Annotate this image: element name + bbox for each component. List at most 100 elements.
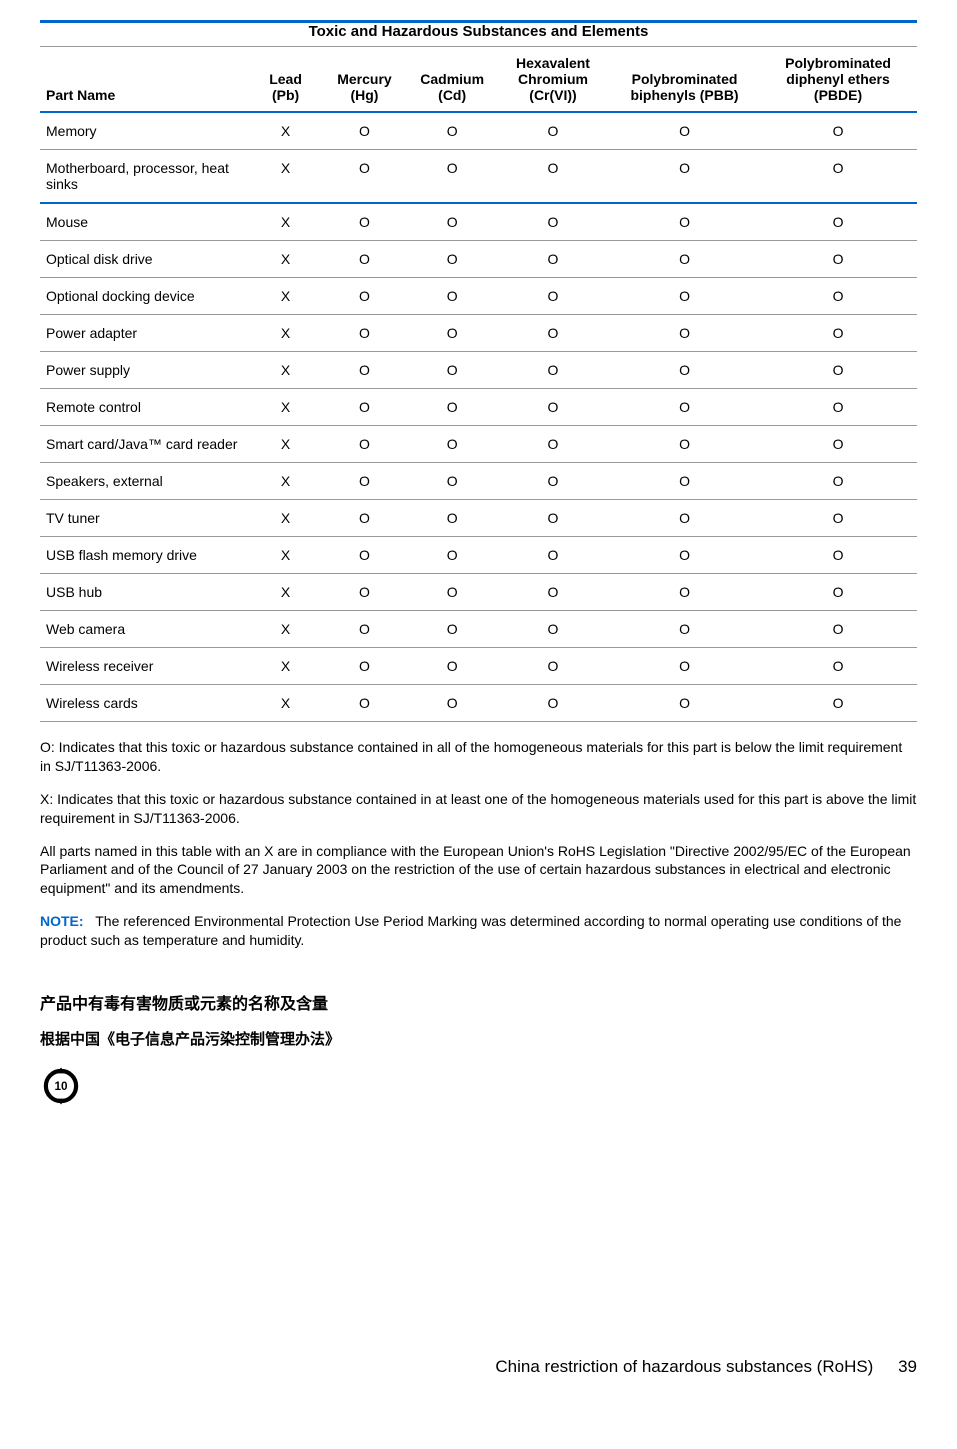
part-name-cell: Web camera [40, 611, 250, 648]
value-cell: O [321, 648, 409, 685]
value-cell: O [759, 352, 917, 389]
value-cell: O [610, 685, 759, 722]
table-row: Smart card/Java™ card readerXOOOOO [40, 426, 917, 463]
part-name-cell: Mouse [40, 203, 250, 241]
table-title: Toxic and Hazardous Substances and Eleme… [40, 20, 917, 46]
value-cell: O [759, 611, 917, 648]
value-cell: O [496, 150, 610, 204]
value-cell: O [610, 352, 759, 389]
value-cell: X [250, 112, 320, 150]
value-cell: O [610, 315, 759, 352]
value-cell: O [610, 112, 759, 150]
table-row: Power adapterXOOOOO [40, 315, 917, 352]
note-text: The referenced Environmental Protection … [40, 913, 901, 948]
value-cell: O [408, 574, 496, 611]
value-cell: O [408, 648, 496, 685]
table-row: TV tunerXOOOOO [40, 500, 917, 537]
value-cell: O [610, 574, 759, 611]
footnote-compliance: All parts named in this table with an X … [40, 842, 917, 899]
value-cell: O [408, 315, 496, 352]
part-name-cell: Power adapter [40, 315, 250, 352]
col-header: Polybrominated biphenyls (PBB) [610, 47, 759, 113]
value-cell: X [250, 537, 320, 574]
value-cell: O [610, 150, 759, 204]
value-cell: O [610, 537, 759, 574]
value-cell: O [408, 112, 496, 150]
footnotes: O: Indicates that this toxic or hazardou… [40, 738, 917, 950]
value-cell: O [408, 241, 496, 278]
value-cell: O [610, 463, 759, 500]
table-row: USB hubXOOOOO [40, 574, 917, 611]
value-cell: O [496, 203, 610, 241]
table-row: Optional docking deviceXOOOOO [40, 278, 917, 315]
value-cell: O [321, 537, 409, 574]
value-cell: X [250, 648, 320, 685]
part-name-cell: Smart card/Java™ card reader [40, 426, 250, 463]
value-cell: O [496, 112, 610, 150]
value-cell: O [759, 426, 917, 463]
value-cell: X [250, 278, 320, 315]
value-cell: O [408, 685, 496, 722]
value-cell: O [408, 426, 496, 463]
value-cell: X [250, 315, 320, 352]
value-cell: O [321, 112, 409, 150]
part-name-cell: USB hub [40, 574, 250, 611]
value-cell: O [610, 426, 759, 463]
part-name-cell: Optional docking device [40, 278, 250, 315]
value-cell: O [496, 278, 610, 315]
value-cell: O [408, 278, 496, 315]
col-header: Part Name [40, 47, 250, 113]
footer-section: China restriction of hazardous substance… [495, 1357, 873, 1376]
value-cell: O [759, 203, 917, 241]
value-cell: X [250, 352, 320, 389]
value-cell: O [321, 203, 409, 241]
value-cell: X [250, 150, 320, 204]
value-cell: O [321, 574, 409, 611]
value-cell: O [408, 537, 496, 574]
value-cell: O [759, 112, 917, 150]
value-cell: X [250, 389, 320, 426]
value-cell: O [496, 426, 610, 463]
part-name-cell: TV tuner [40, 500, 250, 537]
value-cell: O [496, 685, 610, 722]
value-cell: O [759, 537, 917, 574]
value-cell: O [408, 389, 496, 426]
value-cell: O [610, 241, 759, 278]
table-row: MemoryXOOOOO [40, 112, 917, 150]
value-cell: O [759, 685, 917, 722]
value-cell: X [250, 203, 320, 241]
table-row: USB flash memory driveXOOOOO [40, 537, 917, 574]
footnote-note: NOTE: The referenced Environmental Prote… [40, 912, 917, 950]
value-cell: O [759, 463, 917, 500]
value-cell: X [250, 463, 320, 500]
value-cell: O [408, 150, 496, 204]
value-cell: O [759, 315, 917, 352]
value-cell: O [759, 648, 917, 685]
table-row: Optical disk driveXOOOOO [40, 241, 917, 278]
value-cell: O [408, 463, 496, 500]
value-cell: X [250, 685, 320, 722]
part-name-cell: USB flash memory drive [40, 537, 250, 574]
value-cell: O [496, 500, 610, 537]
value-cell: X [250, 500, 320, 537]
value-cell: O [496, 611, 610, 648]
table-body: MemoryXOOOOOMotherboard, processor, heat… [40, 112, 917, 722]
table-header-row: Part NameLead (Pb)Mercury (Hg)Cadmium (C… [40, 47, 917, 113]
value-cell: O [610, 648, 759, 685]
value-cell: O [759, 574, 917, 611]
value-cell: O [759, 500, 917, 537]
value-cell: O [610, 203, 759, 241]
col-header: Hexavalent Chromium (Cr(VI)) [496, 47, 610, 113]
value-cell: O [496, 315, 610, 352]
value-cell: O [321, 352, 409, 389]
part-name-cell: Wireless cards [40, 685, 250, 722]
col-header: Mercury (Hg) [321, 47, 409, 113]
value-cell: O [408, 203, 496, 241]
value-cell: O [496, 352, 610, 389]
table-row: Wireless cardsXOOOOO [40, 685, 917, 722]
value-cell: O [321, 463, 409, 500]
value-cell: O [759, 241, 917, 278]
part-name-cell: Speakers, external [40, 463, 250, 500]
footer-page-number: 39 [898, 1357, 917, 1376]
value-cell: X [250, 611, 320, 648]
